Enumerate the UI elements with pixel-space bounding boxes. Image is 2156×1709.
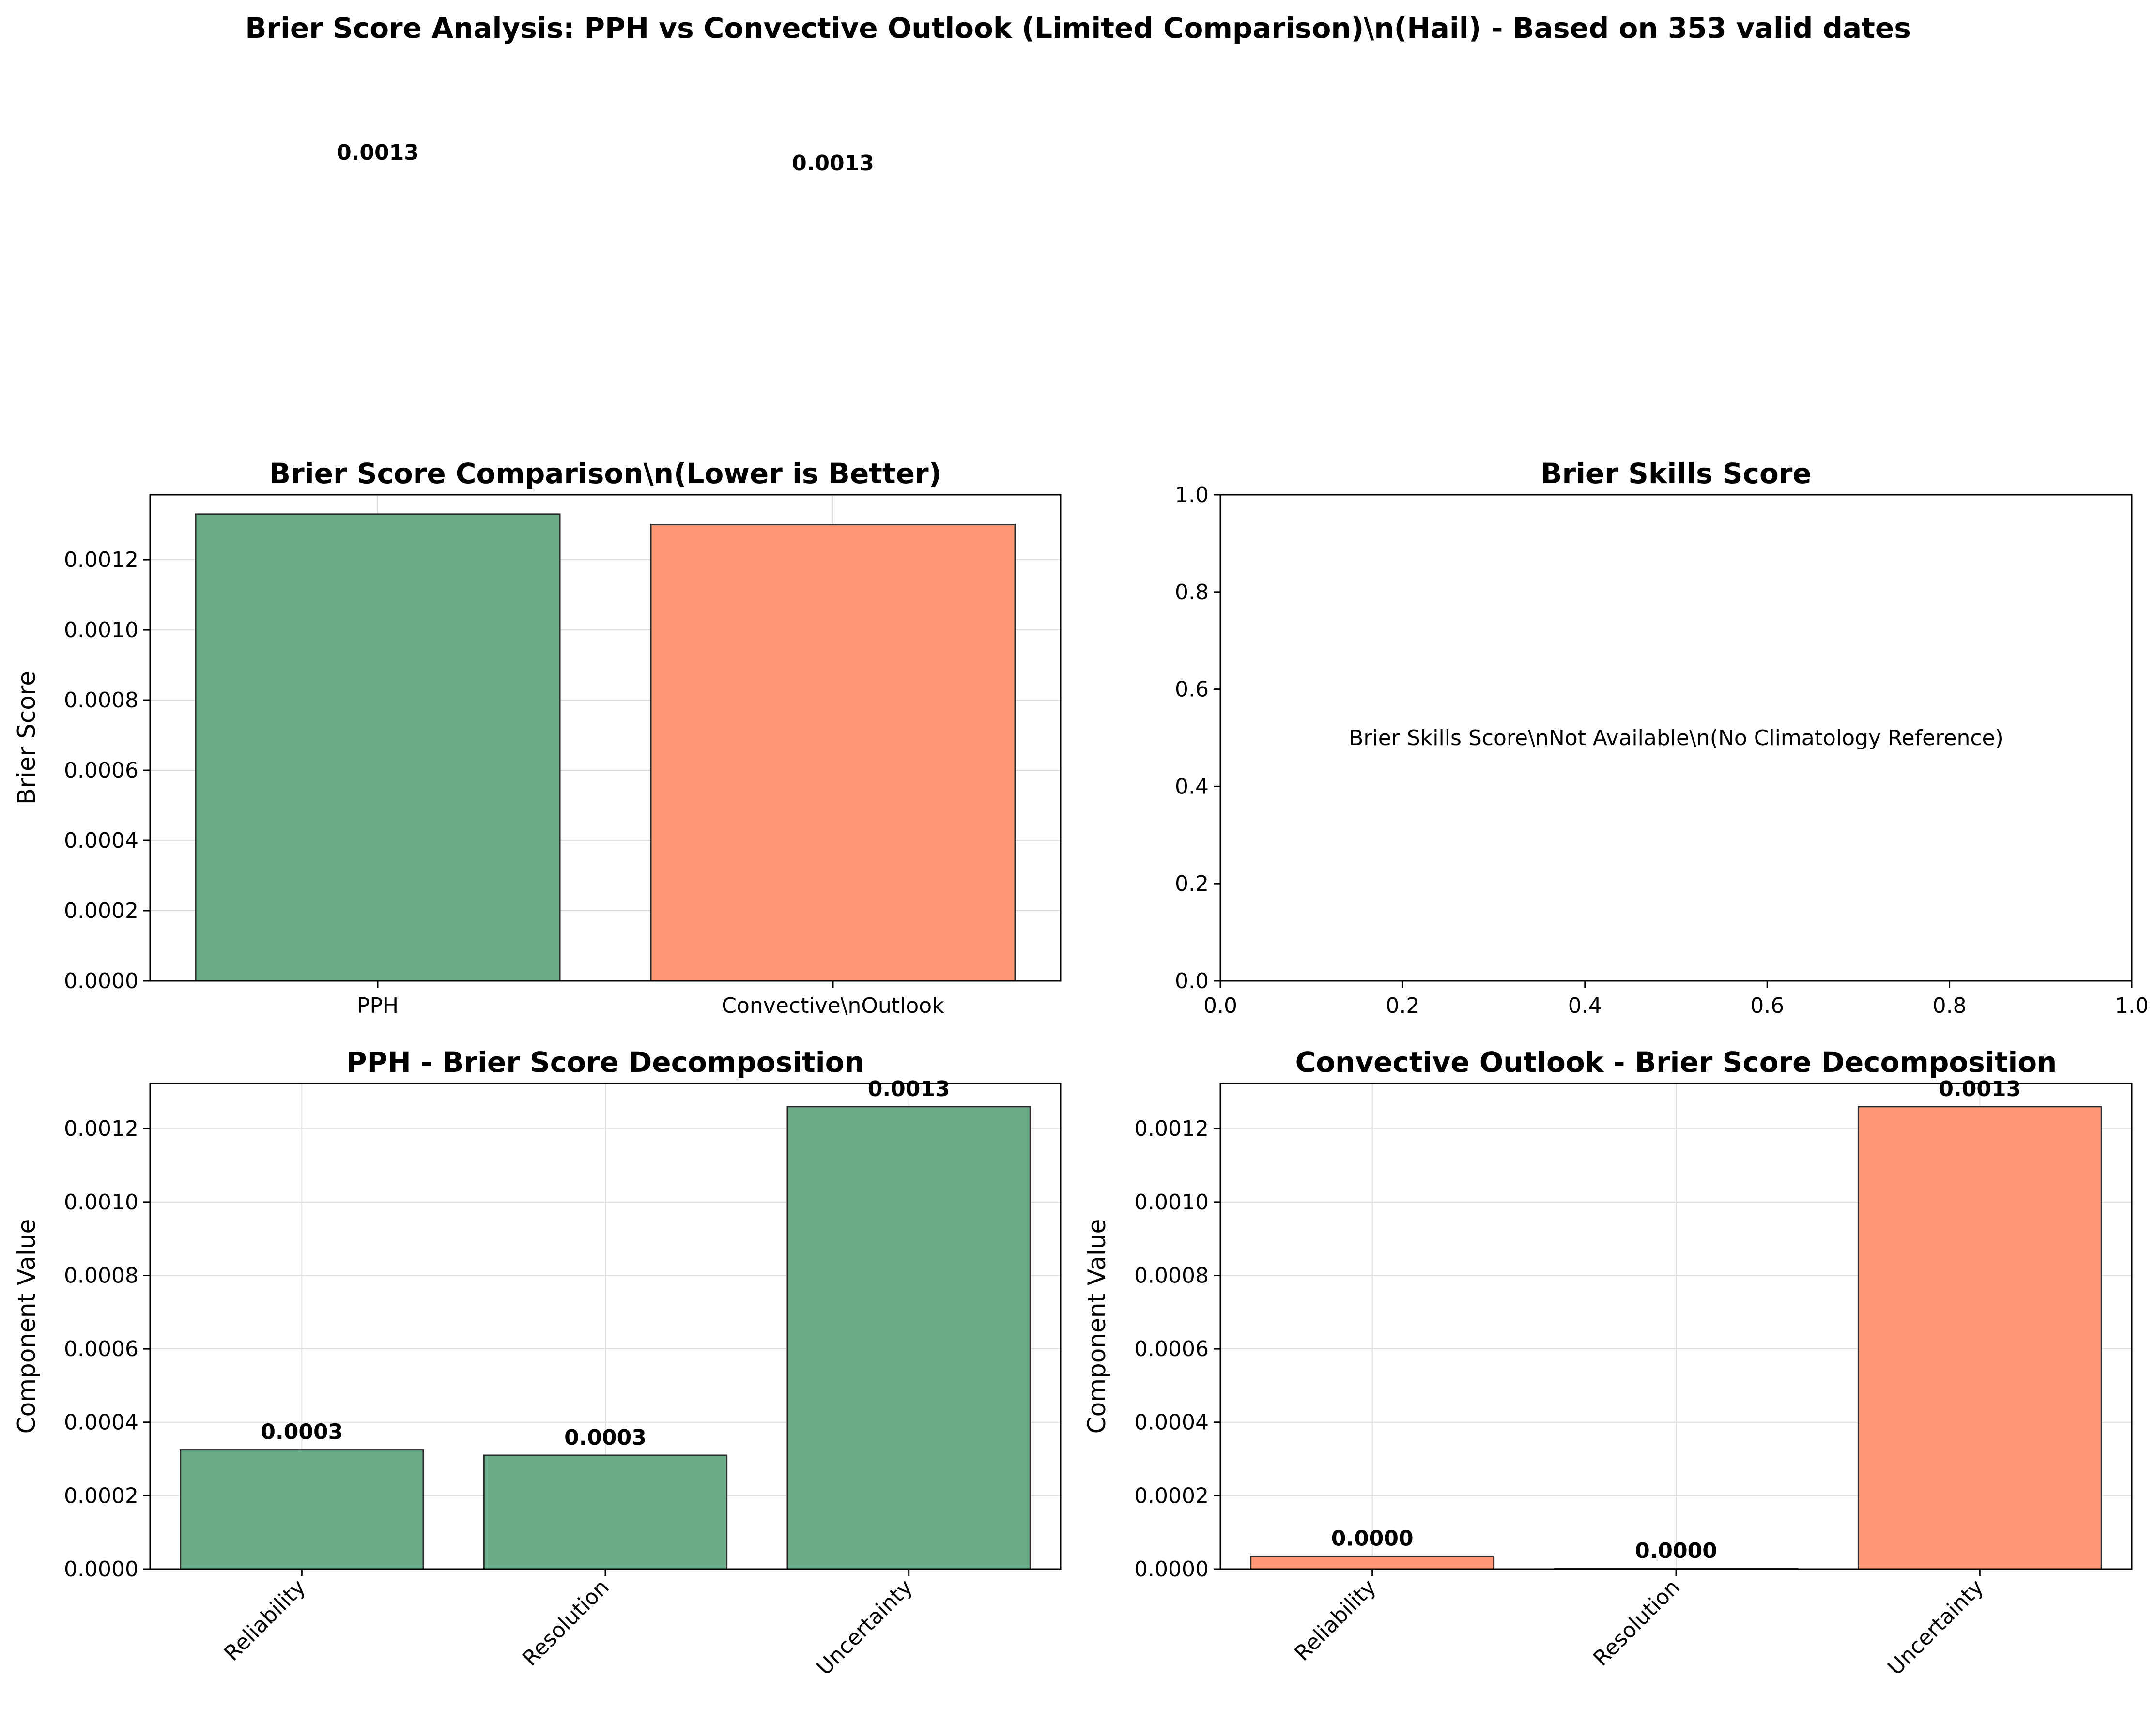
x-tick-label: 0.2 [1386,993,1419,1018]
y-tick-label: 0.0002 [64,899,139,923]
value-label: 0.0013 [337,140,419,165]
y-tick-label: 0.0012 [64,1116,139,1141]
chart-panels: 0.00000.00020.00040.00060.00080.00100.00… [13,140,2149,1680]
y-tick-label: 0.0002 [1134,1483,1209,1508]
panel-conv_decomp: 0.0000 0.0002 0.0004 0.0006 0.0008 0.0010 0.00… [1083,1046,2133,1680]
axes-frame [149,494,1062,982]
panel-title: Convective Outlook - Brier Score Decompo… [1295,1046,2057,1079]
y-tick-label: 0.0000 [64,1557,139,1582]
bar-reliability [180,1449,424,1570]
y-axis-label: Component Value [1083,1219,1111,1434]
bar-convective-noutlook [650,524,1016,982]
x-tick-label: 0.8 [1933,993,1967,1018]
y-tick-label: 0.0008 [1134,1263,1209,1288]
panel-comparison: 0.0000 0.0002 0.0004 0.0006 0.0008 0.0010 0.00… [13,140,1062,1018]
y-axis-label: Component Value [13,1219,41,1434]
y-tick-label: 0.0004 [64,828,139,853]
value-label: 0.0000 [1635,1539,1717,1563]
x-tick-label: Resolution [1588,1575,1685,1671]
value-label: 0.0013 [792,151,874,176]
value-label: 0.0000 [1331,1526,1414,1551]
bar-resolution [483,1454,728,1570]
y-tick-label: 0.0 [1175,969,1209,993]
y-tick-label: 0.0012 [64,548,139,572]
y-tick-label: 0.0004 [1134,1410,1209,1435]
bar-pph [195,513,561,982]
x-tick-label: 0.4 [1568,993,1602,1018]
axes-frame [1219,494,2133,982]
bar-reliability [1250,1555,1495,1570]
y-tick-label: 0.6 [1175,677,1209,702]
y-tick-label: 0.0006 [64,1337,139,1361]
panel-title: Brier Score Comparison\n(Lower is Better… [269,457,941,490]
y-tick-label: 0.0008 [64,688,139,713]
panel-skills: 0.0 0.2 0.4 0.6 0.8 1.0 0.0 0.2 0.4 0.6 0.8 1.0 Brie… [1175,457,2149,1018]
x-tick-label: 0.6 [1750,993,1784,1018]
y-axis-label: Brier Score [13,671,41,805]
bar-uncertainty [786,1106,1031,1570]
value-label: 0.0003 [564,1425,647,1450]
y-tick-label: 0.0010 [64,1190,139,1215]
x-tick-label: Uncertainty [1883,1575,1988,1680]
y-tick-label: 0.0010 [1134,1190,1209,1215]
panel-pph_decomp: 0.0000 0.0002 0.0004 0.0006 0.0008 0.0010 0.00… [13,1046,1062,1680]
bar-uncertainty [1857,1106,2102,1570]
y-tick-label: 0.0006 [1134,1337,1209,1361]
y-tick-label: 0.0006 [64,758,139,783]
y-tick-label: 0.4 [1175,774,1209,799]
y-tick-label: 1.0 [1175,483,1209,507]
y-tick-label: 0.0012 [1134,1116,1209,1141]
value-label: 0.0013 [868,1077,950,1101]
panel-title: PPH - Brier Score Decomposition [346,1046,864,1079]
annotation-text: Brier Skills Score\nNot Available\n(No C… [1349,726,2003,750]
x-tick-label: Convective\nOutlook [722,993,944,1018]
y-tick-label: 0.0008 [64,1263,139,1288]
y-tick-label: 0.0010 [64,618,139,642]
y-tick-label: 0.8 [1175,580,1209,605]
x-tick-label: 1.0 [2115,993,2149,1018]
y-tick-label: 0.0002 [64,1483,139,1508]
y-tick-label: 0.2 [1175,871,1209,896]
y-tick-label: 0.0004 [64,1410,139,1435]
value-label: 0.0003 [261,1420,343,1445]
y-tick-label: 0.0000 [64,969,139,993]
value-label: 0.0013 [1939,1077,2021,1101]
x-tick-label: Reliability [1290,1575,1381,1666]
panel-title: Brier Skills Score [1540,457,1811,490]
x-tick-label: Reliability [219,1575,310,1666]
x-tick-label: Resolution [518,1575,614,1671]
figure-suptitle: Brier Score Analysis: PPH vs Convective … [245,12,1911,45]
x-tick-label: PPH [357,993,399,1018]
x-tick-label: 0.0 [1203,993,1237,1018]
y-tick-label: 0.0000 [1134,1557,1209,1582]
x-tick-label: Uncertainty [812,1575,918,1680]
